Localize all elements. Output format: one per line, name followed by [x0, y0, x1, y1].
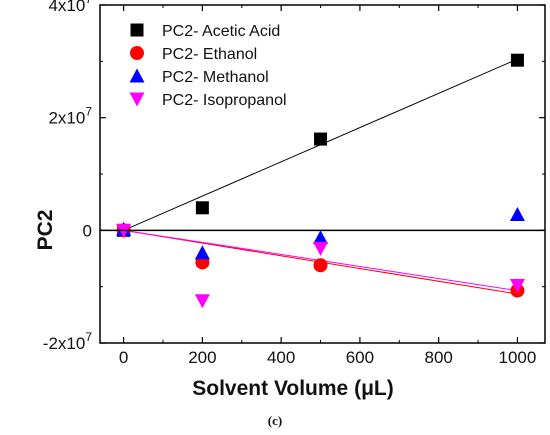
x-axis-title: Solvent Volume (μL) [192, 377, 393, 400]
data-point-series-1 [313, 258, 328, 273]
data-point-series-0 [314, 132, 328, 146]
data-point-series-2 [313, 230, 329, 245]
x-tick-label: 1000 [499, 348, 537, 367]
y-tick-label: 4x107 [48, 0, 92, 15]
legend: PC2- Acetic Acid PC2- Ethanol PC2- Methano… [129, 23, 287, 109]
y-axis-title: PC2 [34, 210, 57, 251]
x-tick-label: 600 [346, 348, 374, 367]
data-point-series-3 [509, 279, 525, 294]
legend-marker-2 [129, 68, 145, 83]
data-point-series-3 [194, 294, 210, 309]
axes: 0 200 400 600 800 1000 -2x107 0 2x107 4x107 [43, 0, 546, 367]
data-point-series-0 [510, 53, 524, 67]
legend-marker-3 [129, 92, 145, 107]
x-tick-label: 800 [424, 348, 452, 367]
data-point-series-3 [313, 241, 329, 256]
legend-label-1: PC2- Ethanol [162, 46, 257, 63]
legend-label-0: PC2- Acetic Acid [162, 23, 280, 40]
plot-area [116, 53, 525, 309]
x-tick-label: 0 [119, 348, 128, 367]
y-tick-label: 2x107 [48, 105, 92, 128]
x-tick-label: 400 [267, 348, 295, 367]
figure-caption: (c) [268, 413, 282, 428]
legend-marker-1 [130, 46, 144, 60]
legend-marker-0 [130, 23, 144, 37]
x-tick-label: 200 [188, 348, 216, 367]
data-point-series-2 [509, 207, 525, 222]
data-point-series-0 [195, 201, 209, 215]
data-point-series-2 [194, 245, 210, 260]
y-tick-label: -2x107 [43, 330, 93, 353]
legend-label-2: PC2- Methanol [162, 69, 269, 86]
y-tick-label: 0 [83, 221, 92, 240]
legend-label-3: PC2- Isopropanol [162, 92, 287, 109]
